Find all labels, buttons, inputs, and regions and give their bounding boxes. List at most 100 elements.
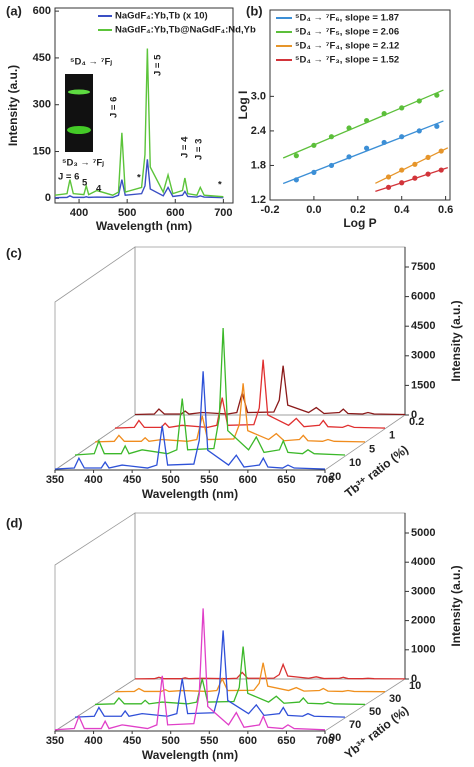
data-point	[328, 134, 335, 140]
data-point	[438, 167, 444, 173]
x-tick-label: 700	[214, 207, 232, 219]
z-tick-label: 10	[349, 457, 361, 469]
x-tick-label: 450	[123, 735, 141, 747]
annotation: 4	[96, 184, 102, 195]
plot-frame	[54, 7, 234, 204]
x-tick-label: 650	[277, 474, 295, 486]
annotation: J = 6	[109, 97, 120, 118]
z-tick-label: 90	[329, 732, 341, 744]
data-point	[425, 171, 431, 177]
y-tick-label: 2.4	[251, 125, 267, 137]
data-point	[363, 145, 370, 151]
y-axis-label: Intensity (a.u.)	[6, 65, 20, 146]
data-point	[363, 117, 370, 124]
x-tick-label: 600	[166, 207, 184, 219]
x-axis-label: Wavelength (nm)	[96, 219, 192, 233]
z-tick-label: 0.2	[409, 416, 424, 428]
x-tick-label: 500	[162, 735, 180, 747]
wall	[54, 512, 136, 732]
z-tick-label: 1	[389, 430, 395, 442]
x-tick-label: 700	[316, 735, 334, 747]
annotation: *	[137, 173, 141, 184]
data-point	[416, 98, 422, 104]
x-axis-label: Wavelength (nm)	[142, 748, 238, 762]
data-point	[425, 154, 431, 160]
wall	[134, 246, 406, 416]
y-tick-label: 3000	[411, 585, 435, 597]
data-point	[399, 167, 405, 173]
data-point	[311, 169, 317, 175]
x-tick-label: 500	[118, 207, 136, 219]
data-point	[346, 154, 352, 160]
spectrum-trace	[114, 359, 386, 429]
y-tick-label: 6000	[411, 291, 435, 303]
y-tick-label: 3000	[411, 350, 435, 362]
data-point	[385, 184, 392, 190]
data-point	[293, 153, 299, 159]
data-point	[438, 148, 444, 154]
data-point	[399, 105, 405, 111]
annotation: *	[218, 180, 222, 191]
inset-glow	[67, 126, 91, 134]
y-tick-label: 1000	[411, 644, 435, 656]
x-tick-label: 400	[84, 474, 102, 486]
x-tick-label: 650	[277, 735, 295, 747]
z-tick-label: 50	[369, 706, 381, 718]
x-tick-label: 700	[316, 474, 334, 486]
data-point	[399, 180, 405, 186]
spectrum-trace	[134, 662, 406, 680]
z-tick-label: 70	[349, 719, 361, 731]
x-tick-label: 400	[84, 735, 102, 747]
x-axis-label: Wavelength (nm)	[142, 487, 238, 501]
z-tick-label: 20	[329, 471, 341, 483]
y-tick-label: 3.0	[251, 90, 266, 102]
inset-glow	[68, 89, 90, 95]
data-point	[381, 139, 387, 146]
spectrum-trace	[74, 327, 346, 456]
x-tick-label: 500	[162, 474, 180, 486]
data-point	[399, 134, 405, 140]
spectrum-trace	[54, 371, 326, 470]
legend-label: ⁵D₄ → ⁷F₄, slope = 2.12	[295, 41, 399, 52]
data-point	[434, 92, 440, 98]
annotation: J = 6	[58, 172, 79, 183]
y-tick-label: 2000	[411, 615, 435, 627]
spectrum-line	[54, 159, 224, 199]
legend-label: ⁵D₄ → ⁷F₅, slope = 2.06	[295, 27, 399, 38]
fit-line	[282, 120, 444, 185]
spectrum-trace	[94, 646, 366, 706]
x-tick-label: 450	[123, 474, 141, 486]
y-tick-label: 0	[45, 192, 51, 204]
x-tick-label: 350	[46, 474, 64, 486]
spectrum-trace	[74, 630, 346, 718]
y-tick-label: 0	[411, 409, 417, 421]
panel-label: (c)	[6, 245, 22, 260]
z-tick-label: 30	[389, 693, 401, 705]
data-point	[346, 125, 352, 131]
annotation: J = 4	[180, 136, 191, 158]
panel-label: (d)	[6, 515, 23, 530]
annotation: J = 3	[194, 139, 205, 160]
data-point	[412, 175, 418, 181]
y-tick-label: 7500	[411, 261, 435, 273]
y-tick-label: 300	[33, 99, 51, 111]
data-point	[328, 162, 335, 169]
data-point	[412, 161, 418, 167]
y-axis-label: Intensity (a.u.)	[449, 565, 463, 646]
x-tick-label: 550	[200, 735, 218, 747]
data-point	[381, 111, 387, 117]
legend-label: ⁵D₄ → ⁷F₆, slope = 1.87	[295, 13, 399, 24]
y-tick-label: 1.2	[251, 194, 266, 206]
x-tick-label: 600	[239, 735, 257, 747]
data-point	[311, 142, 317, 148]
z-tick-label: 5	[369, 443, 375, 455]
x-tick-label: 0.0	[306, 204, 321, 216]
y-tick-label: 5000	[411, 527, 435, 539]
panel-label: (b)	[246, 3, 263, 18]
y-tick-label: 4000	[411, 556, 435, 568]
plot-frame	[269, 9, 451, 201]
wall	[134, 512, 406, 680]
data-point	[416, 128, 422, 134]
x-tick-label: 0.4	[394, 204, 410, 216]
